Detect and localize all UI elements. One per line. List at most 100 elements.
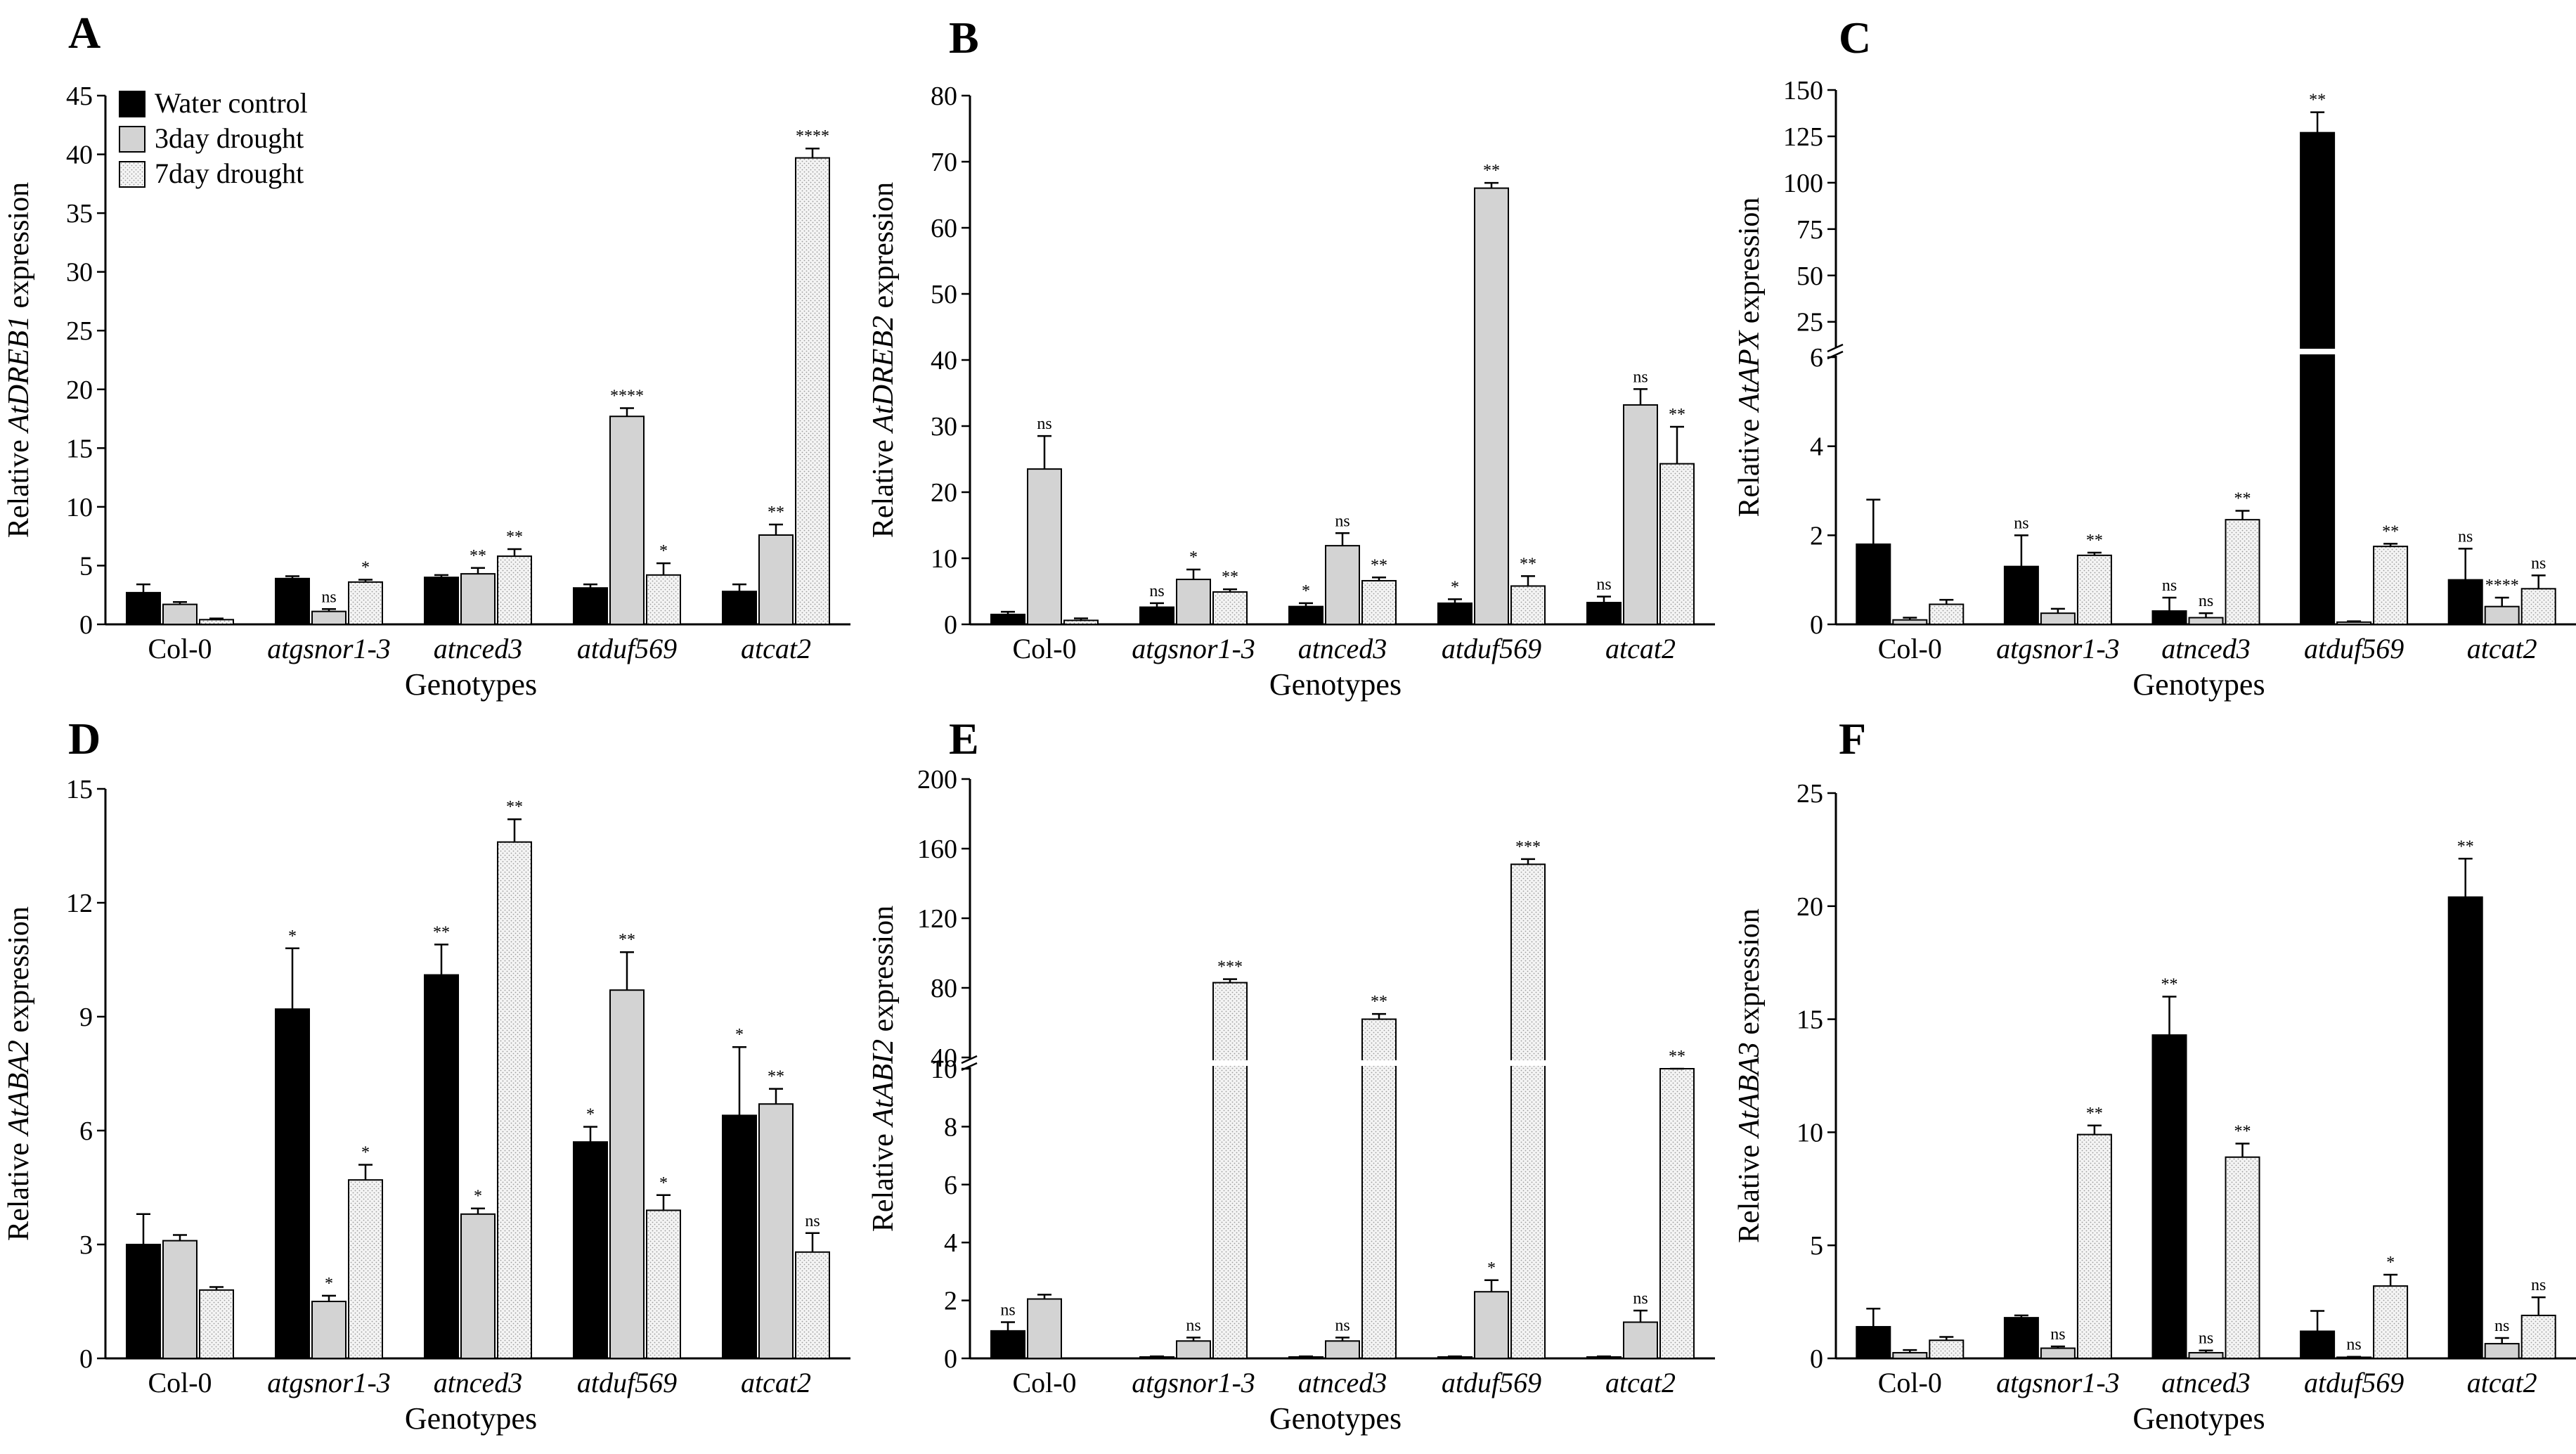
- bar-7day-drought-col-0: [1929, 1339, 1965, 1359]
- y-axis-label: Relative AtABI2 expression: [867, 906, 900, 1232]
- group-col-0: Col-0: [126, 1213, 234, 1398]
- bar-water-control-atduf569: [573, 587, 608, 625]
- significance-label: ***: [1515, 838, 1541, 856]
- significance-label: *: [361, 1144, 370, 1162]
- category-label: atnced3: [2161, 1367, 2251, 1398]
- legend-swatch-7day-drought: [119, 161, 145, 188]
- category-label: atnced3: [1298, 633, 1387, 664]
- bar-water-control-atgsnor1-3: [2003, 565, 2039, 626]
- panel-letter: F: [1839, 714, 1866, 764]
- legend-label-7day-drought: 7day drought: [155, 157, 304, 189]
- significance-label: **: [2086, 1105, 2103, 1123]
- bar-3day-drought-atgsnor1-3: [1176, 579, 1211, 626]
- bar-3day-drought-col-0: [1892, 1351, 1928, 1359]
- category-label: atduf569: [577, 633, 677, 664]
- bar-3day-drought-atduf569: [1474, 187, 1509, 626]
- y-tick-label: 40: [931, 346, 957, 375]
- significance-label: *: [1487, 1259, 1496, 1278]
- bar-7day-drought-atgsnor1-3: [1212, 982, 1248, 1359]
- panel-letter: C: [1839, 13, 1871, 63]
- group-atduf569: ****atduf569: [573, 931, 681, 1398]
- significance-label: **: [2234, 490, 2251, 508]
- category-label: Col-0: [148, 633, 212, 664]
- significance-label: ns: [1335, 512, 1350, 530]
- y-axis-label-prefix: Relative: [867, 1126, 900, 1232]
- bar-3day-drought-atnced3: [2188, 1351, 2224, 1359]
- significance-label: **: [2086, 532, 2103, 550]
- bar-3day-drought-atnced3: [2188, 617, 2224, 625]
- significance-label: ns: [1186, 1316, 1200, 1334]
- bar-7day-drought-atduf569: [646, 574, 681, 626]
- significance-label: **: [1483, 162, 1500, 180]
- significance-label: **: [1371, 556, 1387, 574]
- significance-label: **: [2457, 837, 2474, 856]
- significance-label: **: [1669, 406, 1685, 424]
- y-axis-label-gene: AtABI2: [867, 1039, 900, 1128]
- significance-label: ns: [2199, 592, 2213, 610]
- bar-7day-drought-col-0: [1063, 619, 1099, 625]
- significance-label: ns: [2050, 1325, 2065, 1344]
- bar-break-gap: [1361, 1060, 1397, 1066]
- bar-7day-drought-atduf569: [646, 1209, 681, 1360]
- bar-7day-drought-atcat2: [795, 157, 830, 625]
- category-label: Col-0: [1878, 633, 1942, 664]
- significance-label: *: [2386, 1254, 2395, 1272]
- category-label: atgsnor1-3: [1996, 1367, 2120, 1398]
- bar-water-control-col-0: [990, 613, 1025, 626]
- bar-water-control-atnced3: [2151, 610, 2187, 625]
- significance-label: ns: [2199, 1330, 2213, 1348]
- y-tick-label: 5: [1810, 1231, 1823, 1261]
- axis-break-mark: [961, 1055, 978, 1064]
- significance-label: **: [768, 1068, 784, 1086]
- bar-water-control-col-0: [126, 591, 161, 626]
- bar-3day-drought-atduf569: [609, 416, 645, 625]
- significance-label: *: [659, 542, 668, 560]
- significance-label: **: [1371, 993, 1387, 1011]
- group-atnced3: ** ** atnced3: [424, 528, 532, 664]
- bar-break-gap: [1510, 1060, 1546, 1066]
- bar-water-control-atduf569: [2300, 131, 2336, 625]
- bar-3day-drought-atduf569: [609, 989, 645, 1359]
- y-axis-label-suffix: expression: [3, 906, 35, 1040]
- group-atnced3: * ns ** atnced3: [1288, 512, 1397, 664]
- x-axis-label: Genotypes: [2132, 667, 2265, 702]
- group-atduf569: ****atduf569: [1437, 838, 1546, 1398]
- bar-3day-drought-atnced3: [460, 573, 496, 625]
- category-label: atcat2: [2467, 633, 2537, 664]
- category-label: atnced3: [434, 1367, 523, 1398]
- significance-label: *: [735, 1026, 744, 1044]
- category-label: atduf569: [2304, 633, 2404, 664]
- y-tick-label: 150: [1783, 76, 1823, 105]
- bar-7day-drought-atcat2: [2520, 588, 2556, 625]
- bar-7day-drought-atcat2: [2520, 1314, 2556, 1359]
- y-tick-label: 75: [1797, 215, 1823, 245]
- group-col-0: Col-0: [1856, 498, 1965, 664]
- y-tick-label: 35: [66, 199, 93, 229]
- legend-label-3day-drought: 3day drought: [155, 122, 304, 154]
- group-atduf569: *****atduf569: [573, 387, 681, 664]
- category-label: atcat2: [741, 1367, 811, 1398]
- y-axis-label-prefix: Relative: [1733, 411, 1766, 517]
- bar-3day-drought-atcat2: [1623, 404, 1658, 625]
- bar-water-control-col-0: [1856, 543, 1891, 625]
- category-label: atgsnor1-3: [1132, 633, 1255, 664]
- category-label: atgsnor1-3: [267, 1367, 391, 1398]
- group-col-0: Col-0: [126, 583, 234, 664]
- group-atnced3: *****atnced3: [424, 798, 532, 1398]
- significance-label: **: [2234, 1122, 2251, 1140]
- significance-label: *: [361, 558, 370, 577]
- y-axis-label-gene: AtABA2: [3, 1040, 35, 1137]
- bar-7day-drought-atduf569: [1510, 585, 1546, 625]
- group-atduf569: ns * atduf569: [2300, 1254, 2409, 1398]
- significance-label: ns: [2346, 1336, 2361, 1354]
- y-tick-label: 10: [931, 544, 957, 574]
- bar-7day-drought-atgsnor1-3: [348, 581, 383, 626]
- group-atgsnor1-3: ns ** atgsnor1-3: [1996, 1105, 2120, 1398]
- significance-label: *: [474, 1188, 482, 1206]
- group-col-0: ns Col-0: [990, 1294, 1077, 1398]
- bar-7day-drought-atduf569: [2373, 1285, 2409, 1360]
- significance-label: *: [288, 927, 297, 946]
- bar-break-gap: [1212, 1060, 1248, 1066]
- significance-label: ns: [1335, 1316, 1350, 1334]
